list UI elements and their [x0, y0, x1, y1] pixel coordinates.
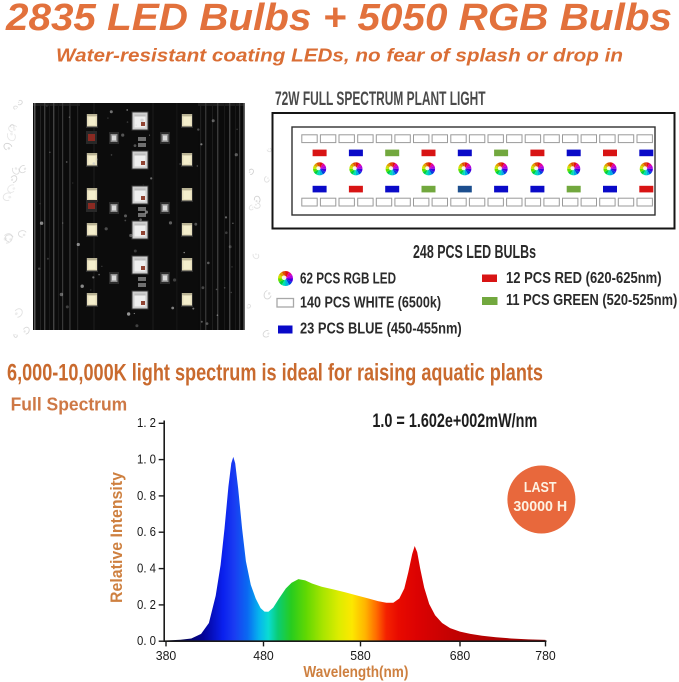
svg-text:140 PCS WHITE (6500k): 140 PCS WHITE (6500k) — [300, 295, 441, 312]
svg-text:12 PCS RED (620-625nm): 12 PCS RED (620-625nm) — [506, 270, 662, 287]
svg-text:480: 480 — [253, 649, 274, 663]
svg-text:6,000-10,000K light spectrum i: 6,000-10,000K light spectrum is ideal fo… — [7, 359, 543, 386]
svg-text:780: 780 — [535, 649, 556, 663]
svg-text:1.0 = 1.602e+002mW/nm: 1.0 = 1.602e+002mW/nm — [372, 411, 537, 432]
svg-text:0. 4: 0. 4 — [137, 562, 156, 576]
svg-text:Wavelength(nm): Wavelength(nm) — [303, 664, 408, 681]
svg-text:380: 380 — [156, 649, 177, 663]
svg-text:580: 580 — [350, 649, 371, 663]
svg-text:248 PCS LED BULBs: 248 PCS LED BULBs — [413, 242, 536, 262]
svg-text:0. 0: 0. 0 — [137, 634, 156, 648]
svg-text:23 PCS BLUE (450-455nm): 23 PCS BLUE (450-455nm) — [300, 321, 462, 338]
svg-text:Water-resistant coating LEDs,: Water-resistant coating LEDs, no fear of… — [56, 46, 623, 66]
svg-text:11 PCS GREEN (520-525nm): 11 PCS GREEN (520-525nm) — [506, 292, 677, 309]
svg-text:LAST: LAST — [524, 479, 557, 496]
svg-text:Relative Intensity: Relative Intensity — [108, 471, 126, 603]
svg-text:680: 680 — [450, 649, 471, 663]
svg-text:1. 2: 1. 2 — [137, 416, 156, 430]
svg-text:62 PCS RGB LED: 62 PCS RGB LED — [300, 271, 396, 288]
svg-text:1. 0: 1. 0 — [137, 453, 156, 467]
svg-text:Full Spectrum: Full Spectrum — [11, 394, 128, 415]
svg-text:0. 8: 0. 8 — [137, 489, 156, 503]
svg-text:0. 2: 0. 2 — [137, 598, 156, 612]
svg-text:72W FULL SPECTRUM PLANT LIGHT: 72W FULL SPECTRUM PLANT LIGHT — [275, 89, 486, 110]
svg-text:30000 H: 30000 H — [513, 498, 567, 515]
svg-text:0. 6: 0. 6 — [137, 525, 156, 539]
svg-text:2835 LED Bulbs + 5050 RGB Bulb: 2835 LED Bulbs + 5050 RGB Bulbs — [5, 0, 672, 39]
